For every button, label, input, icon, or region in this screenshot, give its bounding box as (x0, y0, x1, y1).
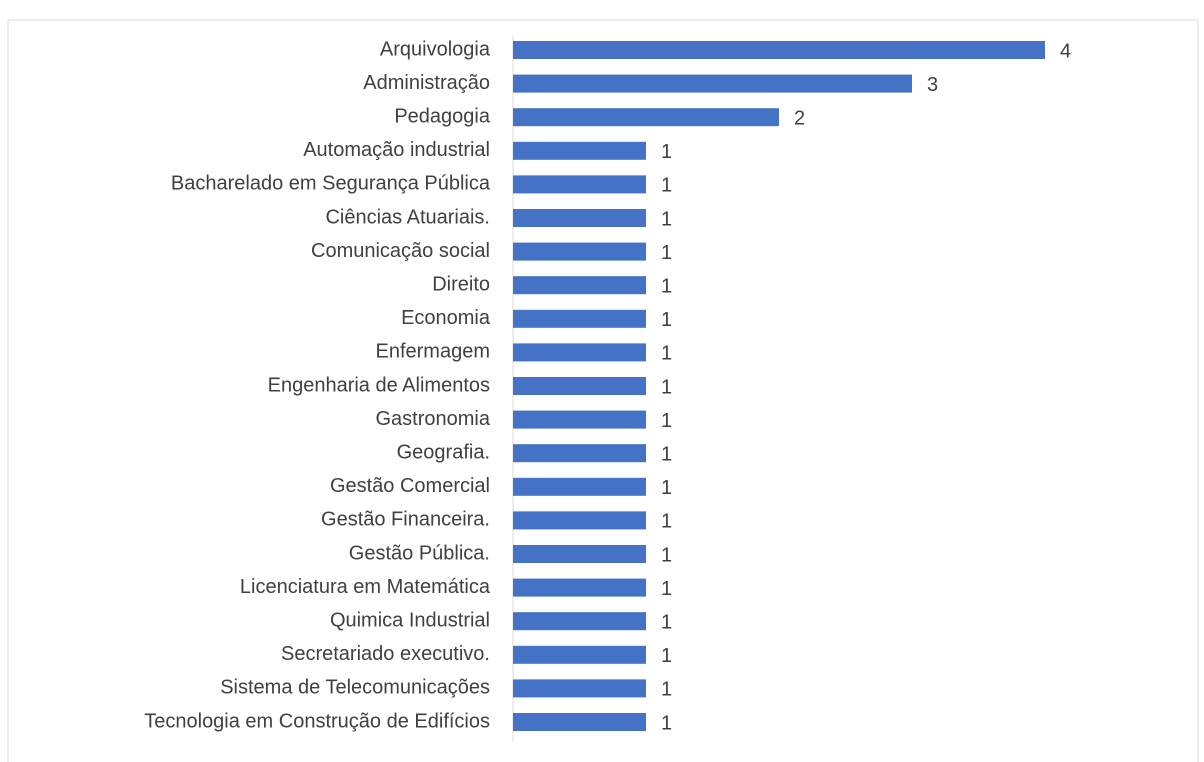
data-label: 3 (927, 74, 938, 96)
chart-frame (7, 19, 1199, 762)
data-label: 2 (794, 107, 805, 129)
bar (513, 377, 646, 395)
y-tick-label: Administração (363, 72, 490, 94)
data-label: 1 (661, 679, 672, 701)
y-tick-label: Pedagogia (394, 105, 491, 127)
y-tick-label: Gestão Comercial (330, 475, 490, 497)
y-tick-label: Gestão Pública. (349, 542, 490, 564)
y-tick-label: Ciências Atuariais. (325, 206, 490, 228)
data-label: 1 (661, 309, 672, 331)
y-tick-label: Geografia. (397, 441, 490, 463)
y-tick-label: Quimica Industrial (330, 609, 490, 631)
data-label: 1 (661, 376, 672, 398)
bar (513, 511, 646, 530)
bar (513, 713, 646, 731)
data-label: 1 (661, 544, 672, 566)
bar (513, 276, 646, 295)
y-tick-label: Gastronomia (376, 408, 491, 430)
data-label: 4 (1060, 40, 1071, 62)
y-tick-label: Tecnologia em Construção de Edifícios (144, 710, 490, 732)
bar (513, 209, 646, 227)
data-label: 1 (661, 477, 672, 499)
data-label: 1 (661, 410, 672, 432)
bar (513, 477, 646, 496)
y-tick-label: Bacharelado em Segurança Pública (171, 173, 491, 195)
bar (513, 545, 646, 563)
y-tick-label: Direito (432, 273, 490, 295)
bar (513, 141, 646, 160)
data-label: 1 (661, 578, 672, 600)
bar (513, 41, 1045, 59)
data-label: 1 (661, 511, 672, 533)
bar (513, 242, 646, 261)
bar (513, 108, 779, 127)
y-tick-label: Gestão Financeira. (321, 509, 490, 531)
data-label: 1 (661, 712, 672, 734)
data-label: 1 (661, 275, 672, 297)
y-tick-label: Arquivologia (380, 38, 491, 60)
bar (513, 343, 646, 362)
bar (513, 444, 646, 463)
data-label: 1 (661, 175, 672, 197)
data-label: 1 (661, 242, 672, 264)
y-tick-label: Secretariado executivo. (281, 643, 490, 665)
bar (513, 679, 646, 698)
y-tick-label: Engenharia de Alimentos (268, 374, 490, 396)
y-tick-label: Enfermagem (376, 341, 491, 363)
bar (513, 175, 646, 194)
bar (513, 578, 646, 597)
bar (513, 74, 912, 93)
data-label: 1 (661, 343, 672, 365)
bar (513, 410, 646, 429)
data-label: 1 (661, 208, 672, 230)
bar (513, 645, 646, 664)
data-label: 1 (661, 141, 672, 163)
y-tick-label: Comunicação social (311, 240, 490, 262)
data-label: 1 (661, 645, 672, 667)
y-tick-label: Automação industrial (303, 139, 490, 161)
y-tick-label: Economia (401, 307, 491, 329)
data-label: 1 (661, 611, 672, 633)
y-tick-label: Licenciatura em Matemática (240, 576, 491, 598)
bar (513, 612, 646, 631)
data-label: 1 (661, 443, 672, 465)
y-tick-label: Sistema de Telecomunicações (220, 677, 490, 699)
bar (513, 309, 646, 328)
